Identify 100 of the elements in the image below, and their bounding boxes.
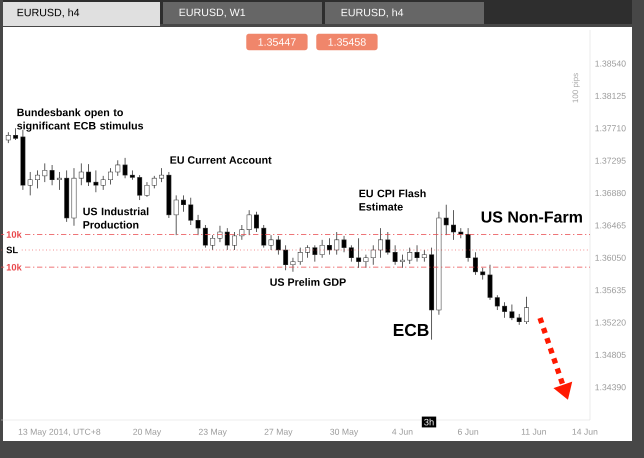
y-tick-label: 1.34805 [595,352,626,358]
x-tick-label: 30 May [330,428,358,437]
x-tick-label: 20 May [133,428,162,437]
x-tick-label: 23 May [198,428,227,437]
candlestick [451,210,456,240]
y-tick-label: 1.36465 [595,222,626,228]
candlestick [494,294,500,310]
annotation: US Non-Farm [482,211,582,223]
candlestick [466,228,471,262]
text: EURUSD, h4 [342,8,404,18]
candlestick [86,164,92,186]
candlestick [305,244,310,258]
candlestick [320,239,325,258]
y-tick-label: 1.36880 [595,190,626,196]
candlestick [480,268,486,280]
candlestick [509,304,514,321]
ref-line-label: 10k [6,264,22,271]
candlestick [290,257,296,272]
candlestick [93,170,98,193]
candlestick [100,175,106,190]
candlestick [224,228,230,250]
candlestick [210,234,216,250]
candlestick [246,210,252,236]
x-tick-label: 27 May [264,428,293,437]
candlestick [108,168,113,185]
candlestick [414,244,420,262]
candlestick [28,172,33,196]
candlestick [488,264,492,300]
candlestick [422,250,427,262]
annotation: EU Current Account [170,156,272,164]
candlestick [232,232,238,250]
x-tick-label: 13 May 2014, UTC+8 [18,428,100,437]
annotation: US Prelim GDP [270,278,346,286]
candlestick [378,228,383,258]
candlestick [196,214,201,236]
candlestick [115,160,120,176]
candlestick [202,224,208,248]
y-tick-label: 1.37295 [595,158,626,164]
candlestick [326,238,332,256]
annotation: 3h [424,418,434,426]
candlestick [472,252,478,276]
annotation: 1.35447 [258,38,296,46]
candlestick [298,247,303,266]
candlestick [35,170,40,189]
candlestick [356,238,362,268]
candlestick [6,132,11,144]
candlestick [276,236,281,256]
candlestick [56,172,62,190]
candlestick [516,314,522,326]
ref-line-label: 10k [6,230,22,238]
annotation: US Industrial Production [83,207,148,229]
x-tick-label: 4 Jun [392,428,412,435]
annotation: EU CPI Flash Estimate [359,189,426,211]
candlestick [159,168,164,182]
candlestick [342,236,346,253]
ref-line-label: SL [6,246,18,254]
candlestick [385,232,390,256]
candlestick [152,175,157,189]
candlestick [363,254,368,268]
candlestick [254,211,259,232]
candlestick [144,182,150,198]
candlestick [122,158,128,179]
candlestick [407,247,412,264]
y-tick-label: 1.34390 [595,384,626,390]
candlestick [174,194,179,236]
y-tick-label: 1.35220 [595,319,626,326]
annotation: Bundesbank open to significant ECB stimulus [17,108,144,132]
candlestick [50,164,55,186]
y-tick-label: 1.37710 [595,125,626,132]
candlestick [181,194,186,212]
chart-title: EURUSD, h4 [18,8,80,18]
candlestick [13,128,18,140]
y-tick-label: 1.38540 [595,60,626,67]
x-tick-label: 6 Jun [458,428,478,435]
candlestick [392,244,398,266]
candlestick [188,197,194,226]
candlestick [334,232,340,256]
y-tick-label: 1.35635 [595,287,626,294]
x-tick-label: 11 Jun [522,428,546,435]
candlestick [261,224,266,248]
candlestick [283,244,288,271]
candlestick [130,170,135,180]
x-tick-label: 14 Jun [572,428,598,435]
annotation: 100 pips [572,73,580,103]
candlestick [312,244,318,262]
candlestick [370,244,376,266]
candlestick [137,174,142,200]
y-tick-label: 1.36050 [595,254,626,261]
y-tick-label: 1.38125 [595,92,626,99]
candlestick [348,244,354,262]
candlestick [444,204,449,236]
candlestick [400,254,405,268]
text: EURUSD, W1 [180,8,246,18]
candlestick [502,302,508,318]
candlestick [524,296,529,324]
candlestick [458,228,464,239]
annotation: 1.35458 [328,38,366,46]
annotation: ECB [394,324,429,336]
candlestick [268,234,274,250]
candlestick [78,162,84,186]
